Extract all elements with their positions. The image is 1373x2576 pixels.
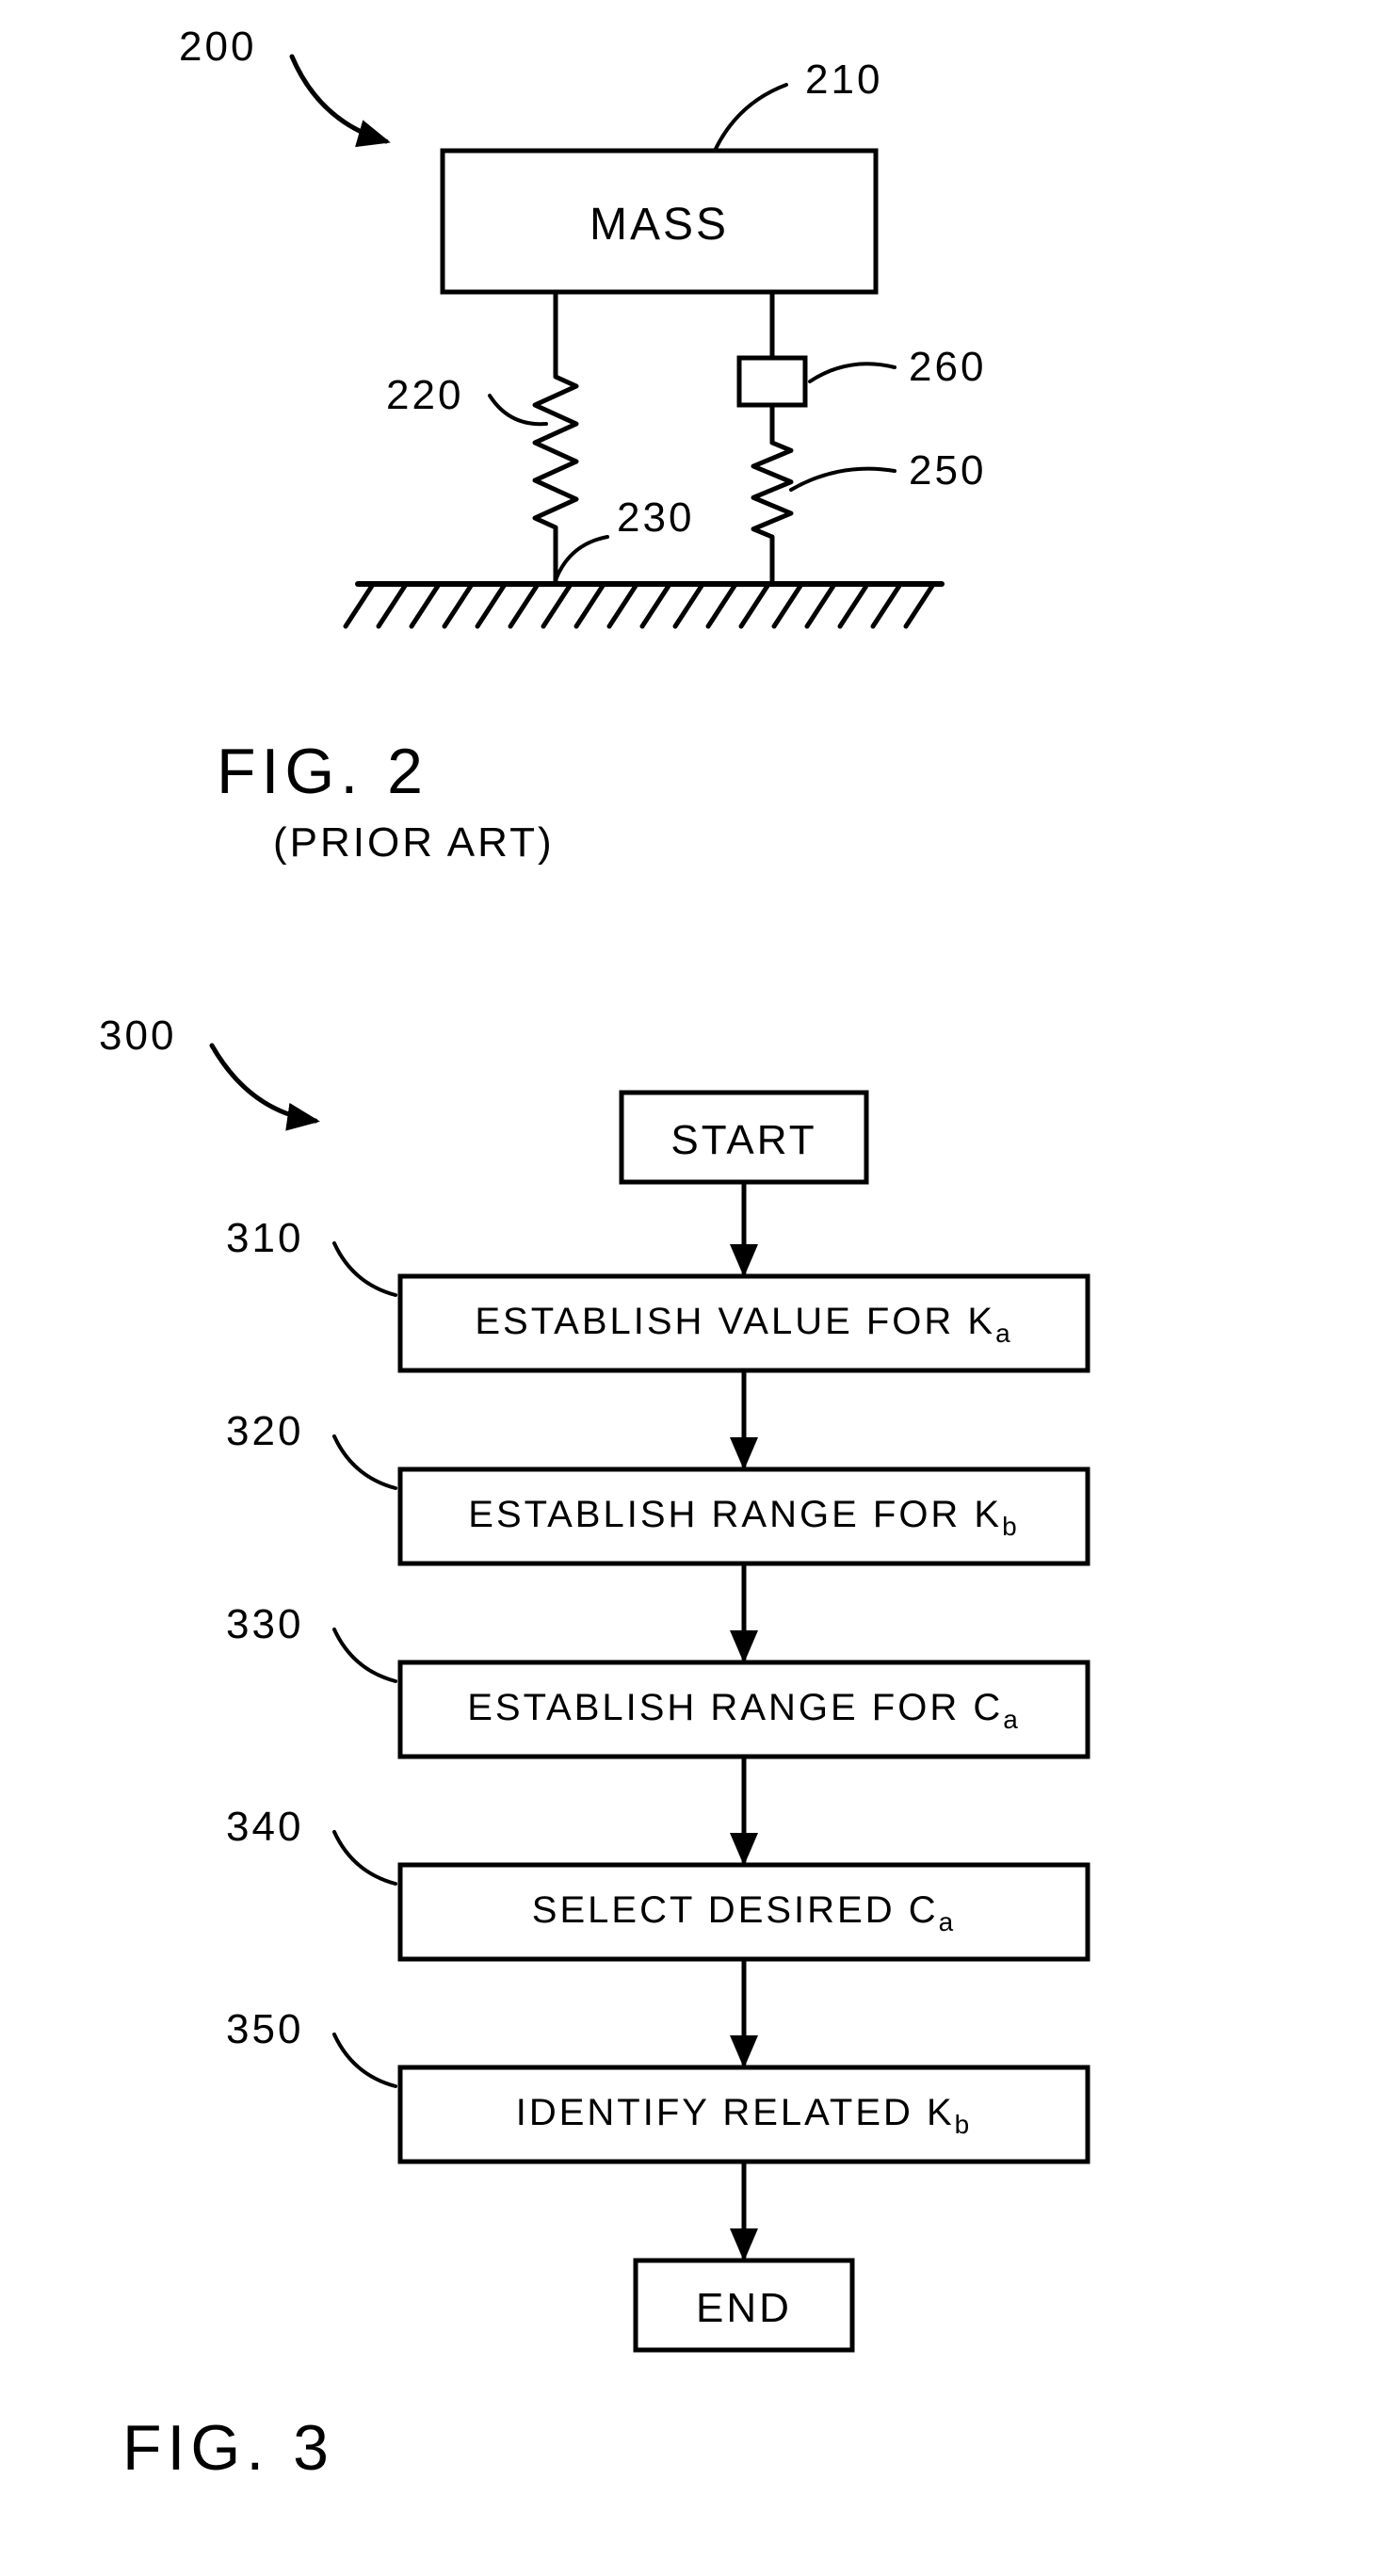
step-label-320: ESTABLISH RANGE FOR Kb (468, 1494, 1019, 1542)
ref-200: 200 (179, 24, 256, 71)
start-label: START (670, 1117, 816, 1164)
ref-300: 300 (99, 1013, 176, 1060)
ref-220: 220 (386, 372, 463, 419)
ref-330: 330 (226, 1601, 303, 1648)
mass-label: MASS (590, 199, 729, 251)
step-label-340: SELECT DESIRED Ca (532, 1889, 956, 1937)
ref-320: 320 (226, 1408, 303, 1455)
step-label-310: ESTABLISH VALUE FOR Ka (475, 1301, 1012, 1349)
fig3-caption: FIG. 3 (122, 2411, 334, 2485)
ref-210: 210 (805, 57, 882, 104)
end-label: END (696, 2285, 792, 2332)
step-label-350: IDENTIFY RELATED Kb (516, 2092, 973, 2140)
fig2-caption-sub: (PRIOR ART) (273, 819, 555, 867)
ref-310: 310 (226, 1215, 303, 1262)
damper (739, 358, 805, 405)
ref-250: 250 (909, 447, 986, 494)
step-label-330: ESTABLISH RANGE FOR Ca (467, 1687, 1021, 1735)
ref-340: 340 (226, 1804, 303, 1851)
ref-260: 260 (909, 344, 986, 391)
fig2-caption: FIG. 2 (217, 735, 428, 808)
ref-230: 230 (617, 494, 694, 542)
ref-350: 350 (226, 2006, 303, 2053)
